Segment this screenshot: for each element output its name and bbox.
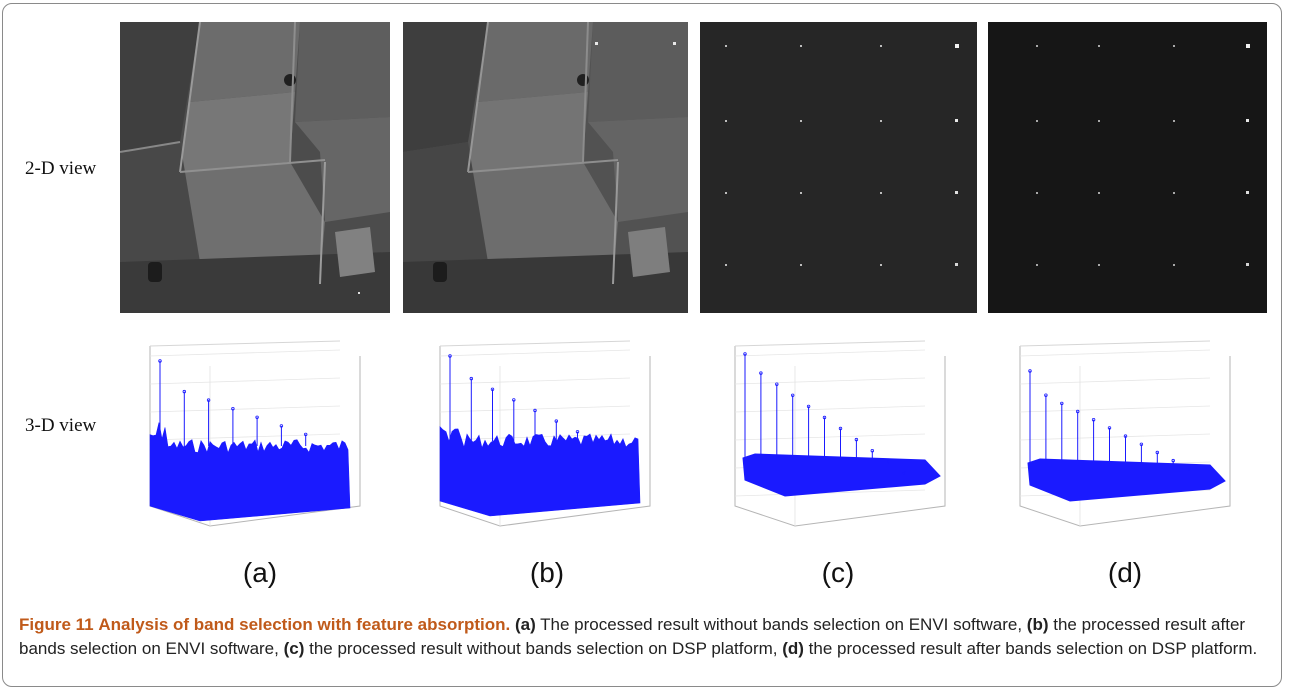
plot-gridline	[1019, 405, 1211, 413]
plot-axis-line	[439, 340, 631, 347]
panel-label-c: (c)	[821, 557, 855, 588]
row-label-2d: 2-D view	[25, 158, 97, 179]
plot-gridline	[734, 377, 926, 385]
plot-spike-marker	[775, 382, 779, 386]
plot-gridline	[149, 377, 341, 385]
plot-spike-marker	[597, 440, 601, 445]
plot-gridline	[1019, 377, 1211, 385]
plot-data-mass	[1027, 458, 1226, 502]
plot-data-mass	[439, 425, 641, 517]
plot-spike-marker	[182, 389, 186, 394]
plot-gridline	[734, 405, 926, 413]
panel-label-d: (d)	[1107, 557, 1143, 588]
plot-gridline	[439, 377, 631, 385]
plot-spike-marker	[1187, 467, 1191, 471]
plot-spike-marker	[1171, 458, 1175, 463]
caption-text-c: the processed result without bands selec…	[304, 639, 783, 658]
plot-spike-marker	[1107, 426, 1112, 430]
plot-spike-marker	[469, 376, 473, 381]
plot-spike-marker	[158, 359, 162, 363]
caption-key-a: (a)	[514, 615, 536, 634]
plot-spike-marker	[533, 408, 537, 413]
plot-spike-marker	[231, 406, 235, 411]
plot-spike-marker	[554, 419, 558, 423]
plot-data-mass	[742, 453, 941, 497]
plot-spike-marker	[448, 354, 452, 358]
plot-3d-c	[725, 336, 955, 536]
plot-spike-marker	[512, 398, 516, 402]
plot-spike-marker	[806, 404, 811, 409]
plot-spike-marker	[1060, 401, 1064, 406]
figure-caption: Figure 11 Analysis of band selection wit…	[19, 613, 1269, 661]
plot-spike-marker	[1139, 442, 1144, 446]
plot-spike-marker	[1044, 393, 1048, 397]
plot-spike-marker	[303, 432, 308, 437]
panel-label-a: (a)	[242, 557, 278, 588]
caption-text-d: the processed result after bands selecti…	[803, 639, 1258, 658]
plot-3d-d	[1010, 336, 1240, 536]
plot-spike-marker	[206, 398, 211, 402]
plot-spike-marker	[902, 471, 906, 475]
caption-key-d: (d)	[782, 639, 804, 658]
plot-gridline	[734, 349, 926, 357]
plot-spike-marker	[854, 437, 859, 442]
image-2d-a	[120, 22, 390, 313]
plot-spike-marker	[1091, 417, 1096, 422]
image-2d-d	[988, 22, 1267, 313]
plot-3d-b-svg	[439, 340, 651, 527]
plot-spike-marker	[255, 415, 259, 419]
plot-gridline	[1019, 349, 1211, 357]
plot-3d-a	[140, 336, 370, 536]
plot-spike-marker	[1155, 450, 1159, 455]
caption-key-c: (c)	[283, 639, 305, 658]
caption-text-a: The processed result without bands selec…	[535, 615, 1027, 634]
plot-gridline	[149, 405, 341, 413]
plot-gridline	[149, 349, 341, 357]
plot-gridline	[1019, 433, 1211, 441]
plot-gridline	[439, 349, 631, 357]
caption-title: Analysis of band selection with feature …	[98, 615, 511, 634]
plot-spike-marker	[490, 387, 495, 391]
plot-3d-a-svg	[149, 340, 361, 527]
row-label-3d: 3-D view	[25, 415, 97, 436]
plot-spike-marker	[1028, 369, 1032, 373]
plot-3d-d-svg	[1019, 340, 1231, 527]
plot-spike-marker	[1123, 434, 1128, 438]
plot-axis-line	[1019, 340, 1211, 347]
plot-spike-marker	[838, 426, 843, 431]
plot-data-mass	[149, 422, 351, 522]
plot-spike-marker	[279, 424, 284, 428]
plot-spike-marker	[870, 448, 874, 453]
panel-label-b: (b)	[529, 557, 565, 588]
plot-3d-b	[430, 336, 660, 536]
plot-axis-line	[149, 340, 341, 347]
image-2d-b	[403, 22, 688, 313]
plot-gridline	[734, 489, 926, 497]
plot-spike-marker	[1075, 409, 1080, 414]
plot-spike-marker	[759, 371, 763, 375]
plot-gridline	[149, 433, 341, 441]
plot-axis-line	[734, 340, 926, 347]
caption-text-b: the processed result after bands selecti…	[19, 615, 1246, 658]
plot-spike-marker	[822, 415, 827, 420]
caption-number: Figure 11	[19, 615, 94, 634]
plot-spike-marker	[743, 352, 747, 356]
plot-spike-marker	[575, 430, 580, 434]
plot-gridline	[734, 433, 926, 441]
plot-spike-marker	[790, 393, 795, 397]
plot-axis-frame	[1019, 346, 1231, 527]
plot-spike-marker	[886, 460, 890, 464]
plot-3d-c-svg	[734, 340, 946, 527]
image-2d-c	[700, 22, 977, 313]
caption-key-b: (b)	[1026, 615, 1049, 634]
